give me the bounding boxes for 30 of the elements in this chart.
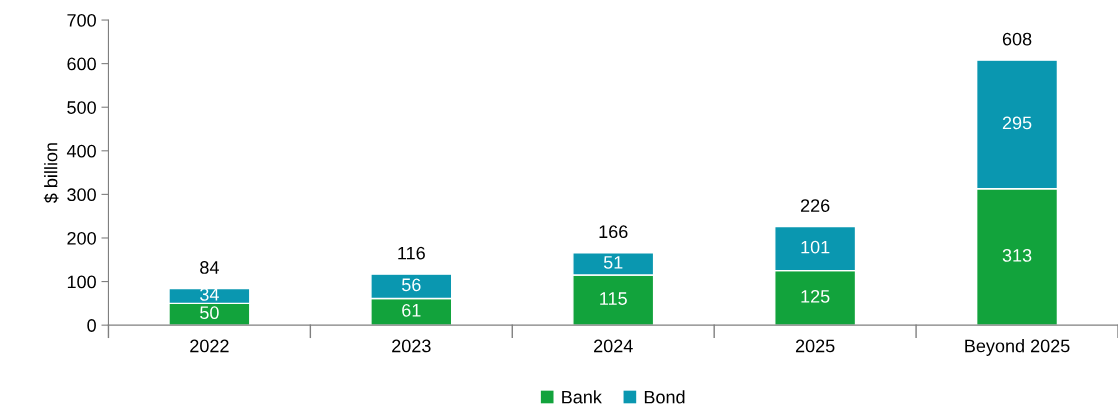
y-axis-title: $ billion bbox=[43, 143, 59, 204]
legend-label: Bank bbox=[562, 390, 602, 404]
data-label: 125 bbox=[801, 289, 830, 303]
data-label: 115 bbox=[600, 292, 627, 305]
total-label: 84 bbox=[200, 261, 219, 274]
y-tick-label: 0 bbox=[87, 319, 96, 332]
data-label: 50 bbox=[200, 306, 219, 320]
y-tick-label: 100 bbox=[67, 275, 96, 289]
y-tick-label: 700 bbox=[67, 13, 96, 27]
data-label: 313 bbox=[1002, 249, 1032, 262]
y-tick-label: 600 bbox=[67, 57, 96, 71]
y-tick-label: 200 bbox=[67, 231, 96, 245]
x-tick-label: 2025 bbox=[795, 339, 835, 353]
data-label: 295 bbox=[1002, 116, 1032, 130]
legend-label: Bond bbox=[644, 390, 685, 404]
x-tick-label: Beyond 2025 bbox=[965, 339, 1070, 356]
total-label: 608 bbox=[1002, 32, 1032, 46]
x-tick-label: 2023 bbox=[392, 339, 431, 353]
y-tick-label: 400 bbox=[66, 144, 96, 158]
x-tick-label: 2024 bbox=[594, 339, 633, 353]
total-label: 226 bbox=[800, 199, 830, 212]
data-label: 51 bbox=[603, 256, 623, 269]
data-label: 56 bbox=[401, 278, 421, 292]
total-label: 116 bbox=[398, 246, 425, 260]
data-label: 61 bbox=[402, 303, 421, 317]
y-tick-label: 500 bbox=[67, 101, 96, 114]
total-label: 166 bbox=[599, 225, 628, 239]
x-tick-label: 2022 bbox=[190, 339, 229, 353]
data-label: 101 bbox=[801, 240, 830, 254]
y-tick-label: 300 bbox=[67, 188, 96, 202]
